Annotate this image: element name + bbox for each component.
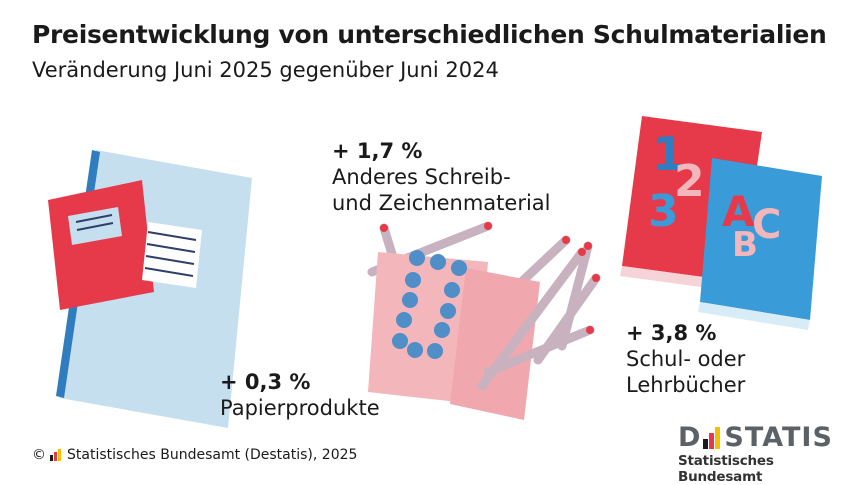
item-paper-value: + 0,3 % (220, 370, 311, 394)
logo-bars-icon (703, 426, 721, 449)
item-paper: + 0,3 % Papierprodukte (220, 369, 380, 421)
source-text: Statistisches Bundesamt (Destatis), 2025 (67, 447, 358, 463)
svg-text:1: 1 (652, 127, 684, 181)
item-writing-label-line1: Anderes Schreib- (332, 165, 511, 189)
item-writing: + 1,7 % Anderes Schreib- und Zeichenmate… (332, 138, 551, 216)
page-subtitle: Veränderung Juni 2025 gegenüber Juni 202… (32, 58, 499, 82)
copyright-symbol: © (32, 447, 46, 463)
item-paper-label: Papierprodukte (220, 396, 380, 420)
item-writing-value: + 1,7 % (332, 139, 423, 163)
page-title: Preisentwicklung von unterschiedlichen S… (32, 20, 827, 49)
item-books-label-line1: Schul- oder (626, 347, 746, 371)
item-books: + 3,8 % Schul- oder Lehrbücher (626, 320, 745, 398)
item-books-label-line2: Lehrbücher (626, 373, 746, 397)
destatis-logo: D STATIS Statistisches Bundesamt (678, 422, 850, 485)
logo-text: STATIS (724, 422, 833, 453)
source-footer: © Statistisches Bundesamt (Destatis), 20… (32, 447, 357, 463)
item-writing-label-line2: und Zeichenmaterial (332, 191, 551, 215)
svg-text:2: 2 (674, 156, 705, 207)
logo-letter-d: D (678, 422, 702, 453)
item-books-value: + 3,8 % (626, 321, 717, 345)
destatis-mini-logo-icon (50, 449, 62, 461)
pencils-and-erasers-icon (367, 221, 601, 420)
svg-text:B: B (732, 225, 758, 265)
brand-name: Statistisches Bundesamt (678, 453, 774, 485)
svg-text:C: C (752, 202, 781, 248)
schoolbooks-icon: 1 2 3 A C B (620, 116, 822, 330)
svg-text:A: A (722, 187, 755, 236)
notebook-icon (48, 150, 252, 428)
svg-text:3: 3 (648, 186, 679, 237)
